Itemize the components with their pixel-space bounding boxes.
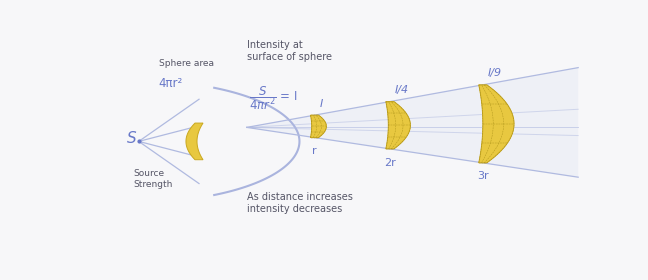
Text: 4πr²: 4πr²: [159, 77, 183, 90]
Text: I/9: I/9: [488, 68, 502, 78]
Polygon shape: [310, 115, 327, 137]
Text: Intensity at
surface of sphere: Intensity at surface of sphere: [247, 40, 332, 62]
Text: 3r: 3r: [477, 171, 489, 181]
Text: Source
Strength: Source Strength: [133, 169, 173, 189]
Text: Sphere area: Sphere area: [159, 59, 214, 68]
Polygon shape: [247, 68, 578, 177]
Polygon shape: [479, 85, 514, 163]
Text: $\dfrac{S}{4\pi r^2}$ = I: $\dfrac{S}{4\pi r^2}$ = I: [249, 84, 298, 112]
Text: S: S: [126, 131, 136, 146]
Text: 2r: 2r: [384, 158, 396, 167]
Text: As distance increases
intensity decreases: As distance increases intensity decrease…: [247, 192, 353, 214]
Text: I: I: [319, 99, 323, 109]
Text: I/4: I/4: [395, 85, 409, 95]
Text: r: r: [312, 146, 317, 156]
Polygon shape: [386, 102, 410, 149]
Polygon shape: [186, 123, 203, 160]
